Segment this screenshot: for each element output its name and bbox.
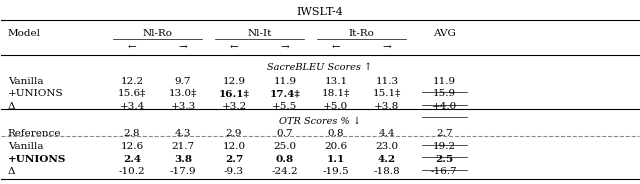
Text: 17.4‡: 17.4‡	[269, 89, 300, 98]
Text: -9.3: -9.3	[224, 167, 244, 176]
Text: Nl-It: Nl-It	[247, 29, 271, 38]
Text: 3.8: 3.8	[174, 155, 192, 164]
Text: -19.5: -19.5	[323, 167, 349, 176]
Text: 4.2: 4.2	[378, 155, 396, 164]
Text: 2.4: 2.4	[123, 155, 141, 164]
Text: Nl-Ro: Nl-Ro	[143, 29, 173, 38]
Text: →: →	[179, 43, 188, 52]
Text: -17.9: -17.9	[170, 167, 196, 176]
Text: 11.9: 11.9	[433, 77, 456, 86]
Text: 13.1: 13.1	[324, 77, 348, 86]
Text: +UNIONS: +UNIONS	[8, 155, 66, 164]
Text: -16.7: -16.7	[431, 167, 458, 176]
Text: →: →	[280, 43, 289, 52]
Text: +4.0: +4.0	[431, 102, 457, 111]
Text: 21.7: 21.7	[172, 142, 195, 151]
Text: +5.5: +5.5	[273, 102, 298, 111]
Text: →: →	[383, 43, 391, 52]
Text: +3.3: +3.3	[170, 102, 196, 111]
Text: +3.2: +3.2	[221, 102, 246, 111]
Text: 2.5: 2.5	[435, 155, 453, 164]
Text: 11.3: 11.3	[375, 77, 399, 86]
Text: +3.8: +3.8	[374, 102, 399, 111]
Text: 4.4: 4.4	[379, 129, 395, 138]
Text: Δ: Δ	[8, 167, 15, 176]
Text: +5.0: +5.0	[323, 102, 349, 111]
Text: 12.2: 12.2	[120, 77, 143, 86]
Text: IWSLT-4: IWSLT-4	[296, 7, 344, 17]
Text: 2.7: 2.7	[436, 129, 452, 138]
Text: Reference: Reference	[8, 129, 61, 138]
Text: -24.2: -24.2	[271, 167, 298, 176]
Text: +3.4: +3.4	[120, 102, 145, 111]
Text: 9.7: 9.7	[175, 77, 191, 86]
Text: 12.0: 12.0	[223, 142, 246, 151]
Text: 2.7: 2.7	[225, 155, 243, 164]
Text: It-Ro: It-Ro	[349, 29, 374, 38]
Text: 13.0‡: 13.0‡	[169, 89, 197, 98]
Text: 18.1‡: 18.1‡	[322, 89, 350, 98]
Text: OTR Scores % ↓: OTR Scores % ↓	[279, 116, 361, 125]
Text: 15.9: 15.9	[433, 89, 456, 98]
Text: 15.1‡: 15.1‡	[372, 89, 401, 98]
Text: 0.8: 0.8	[276, 155, 294, 164]
Text: ←: ←	[332, 43, 340, 52]
Text: 16.1‡: 16.1‡	[218, 89, 250, 98]
Text: 20.6: 20.6	[324, 142, 348, 151]
Text: -18.8: -18.8	[374, 167, 400, 176]
Text: 2.9: 2.9	[226, 129, 242, 138]
Text: 4.3: 4.3	[175, 129, 191, 138]
Text: 0.7: 0.7	[276, 129, 293, 138]
Text: 19.2: 19.2	[433, 142, 456, 151]
Text: 12.6: 12.6	[120, 142, 143, 151]
Text: ←: ←	[230, 43, 238, 52]
Text: 11.9: 11.9	[273, 77, 296, 86]
Text: SacreBLEU Scores ↑: SacreBLEU Scores ↑	[268, 63, 372, 72]
Text: Vanilla: Vanilla	[8, 77, 44, 86]
Text: 25.0: 25.0	[273, 142, 296, 151]
Text: 0.8: 0.8	[328, 129, 344, 138]
Text: Δ: Δ	[8, 102, 15, 111]
Text: ←: ←	[127, 43, 136, 52]
Text: 23.0: 23.0	[375, 142, 399, 151]
Text: -10.2: -10.2	[118, 167, 145, 176]
Text: 15.6‡: 15.6‡	[118, 89, 146, 98]
Text: AVG: AVG	[433, 29, 456, 38]
Text: Vanilla: Vanilla	[8, 142, 44, 151]
Text: 12.9: 12.9	[223, 77, 246, 86]
Text: 2.8: 2.8	[124, 129, 140, 138]
Text: 1.1: 1.1	[327, 155, 345, 164]
Text: +UNIONS: +UNIONS	[8, 89, 63, 98]
Text: Model: Model	[8, 29, 41, 38]
